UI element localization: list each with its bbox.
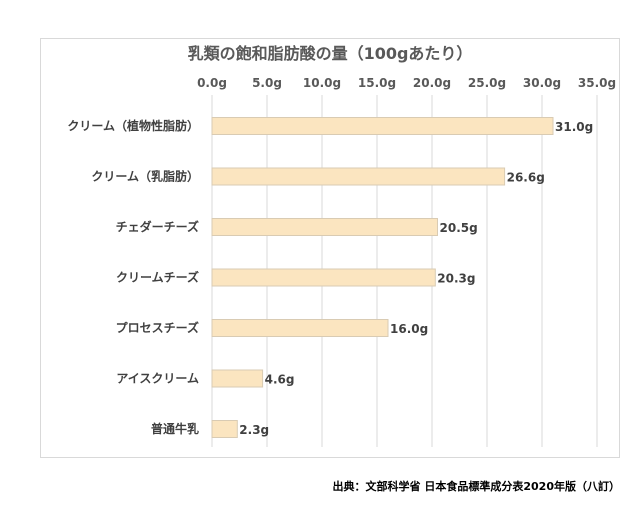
x-tick-label: 25.0g [468,76,506,90]
x-tick-label: 20.0g [413,76,451,90]
x-tick-label: 10.0g [303,76,341,90]
x-tick-label: 35.0g [578,76,616,90]
data-label: 31.0g [555,120,593,134]
bar [211,319,389,337]
bar [211,420,238,438]
x-tick-label: 30.0g [523,76,561,90]
category-label: 普通牛乳 [151,421,199,436]
bar [211,117,554,135]
data-label: 20.3g [437,272,475,286]
data-label: 16.0g [390,322,428,336]
bar [211,268,436,287]
bar [211,369,264,388]
data-label: 2.3g [239,423,269,437]
data-label: 20.5g [440,221,478,235]
category-label: アイスクリーム [116,372,199,386]
bar [211,167,506,186]
bar [211,218,438,236]
x-tick-label: 15.0g [358,76,396,90]
category-label: クリームチーズ [116,270,199,285]
category-label: プロセスチーズ [116,320,199,335]
source-note: 出典：文部科学省 日本食品標準成分表2020年版（八訂） [332,480,620,493]
data-label: 26.6g [507,171,545,185]
category-label: クリーム（乳脂肪） [91,169,199,184]
category-label: チェダーチーズ [116,219,199,234]
category-label: クリーム（植物性脂肪） [67,118,199,133]
x-tick-label: 5.0g [252,76,282,90]
x-tick-label: 0.0g [197,76,227,90]
data-label: 4.6g [265,373,295,387]
chart-frame [40,38,620,458]
chart-title: 乳類の飽和脂肪酸の量（100gあたり） [187,44,473,63]
